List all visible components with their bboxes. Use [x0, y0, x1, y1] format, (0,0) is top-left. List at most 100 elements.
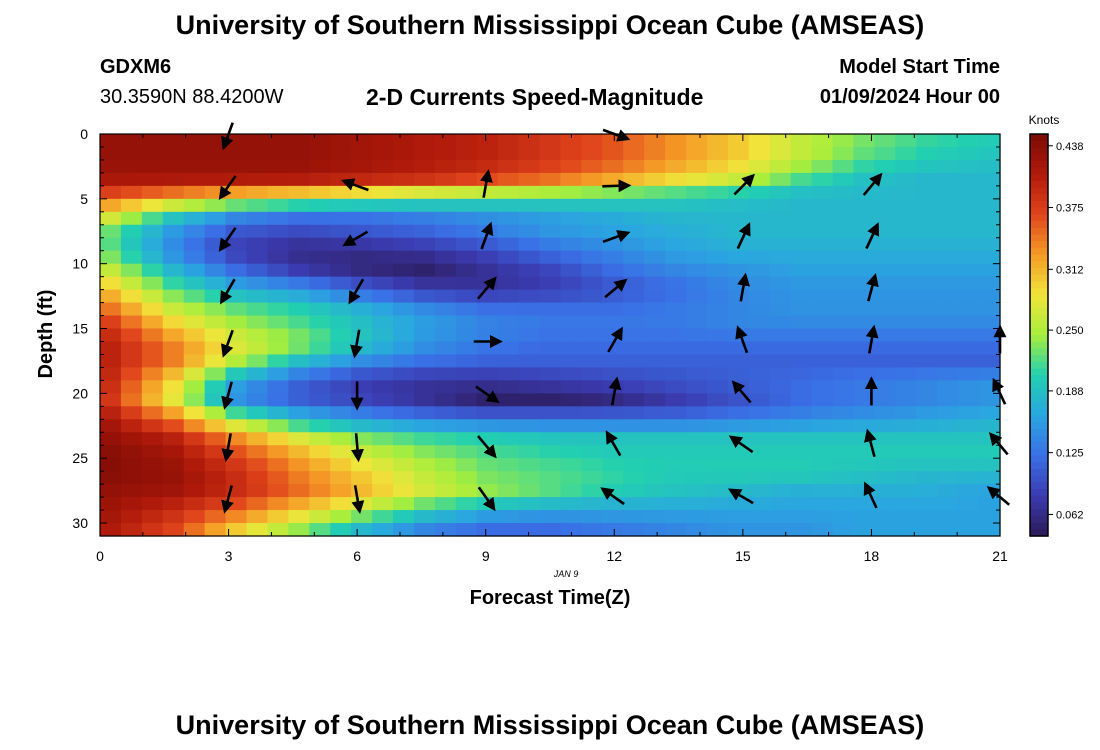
heatmap-cell [560, 354, 582, 369]
heatmap-cell [623, 276, 645, 291]
heatmap-cell [874, 146, 896, 161]
heatmap-cell [183, 302, 206, 317]
heatmap-cell [811, 445, 834, 459]
heatmap-cell [686, 328, 708, 343]
heatmap-cell [560, 380, 582, 394]
heatmap-cell [623, 393, 645, 407]
colorbar-segment [1030, 368, 1048, 376]
heatmap-cell [916, 302, 938, 317]
heatmap-cell [100, 432, 122, 446]
heatmap-cell [832, 276, 855, 291]
heatmap-cell [393, 367, 415, 381]
heatmap-cell [665, 198, 687, 213]
colorbar-segment [1030, 328, 1048, 336]
heatmap-cell [455, 250, 478, 265]
heatmap-cell [372, 224, 394, 239]
heatmap-cell [393, 497, 415, 511]
heatmap-cell [686, 315, 708, 330]
heatmap-cell [832, 185, 855, 200]
heatmap-cell [895, 328, 917, 343]
heatmap-cell [979, 224, 1001, 239]
colorbar-segment [1030, 408, 1048, 416]
heatmap-cell [874, 224, 896, 239]
heatmap-cell [979, 458, 1001, 472]
heatmap-cell [141, 393, 164, 407]
heatmap-cell [958, 289, 980, 304]
y-tick-label: 25 [72, 450, 88, 466]
heatmap-cell [937, 354, 959, 369]
heatmap-cell [958, 367, 980, 381]
heatmap-cell [937, 198, 959, 213]
heatmap-cell [895, 224, 917, 239]
heatmap-cell [141, 302, 164, 317]
heatmap-cell [141, 146, 164, 161]
heatmap-cell [602, 302, 624, 317]
heatmap-cell [665, 497, 687, 511]
heatmap-cell [665, 484, 687, 498]
colorbar-tick-label: 0.312 [1056, 264, 1084, 276]
heatmap-cell [686, 471, 708, 485]
heatmap-cell [769, 276, 792, 291]
heatmap-cell [372, 134, 394, 148]
heatmap-cell [581, 497, 603, 511]
heatmap-cell [518, 289, 541, 304]
heatmap-cell [225, 146, 248, 161]
heatmap-cell [644, 211, 666, 226]
heatmap-cell [518, 471, 541, 485]
heatmap-cell [853, 134, 876, 148]
heatmap-cell [560, 198, 582, 213]
heatmap-cell [413, 354, 436, 369]
heatmap-cell [811, 458, 834, 472]
heatmap-cell [874, 367, 896, 381]
heatmap-cell [581, 432, 603, 446]
heatmap-cell [602, 367, 624, 381]
heatmap-cell [476, 341, 499, 356]
heatmap-cell [706, 328, 729, 343]
heatmap-cell [162, 471, 185, 485]
current-vector-arrow [605, 430, 622, 457]
heatmap-cell [644, 354, 666, 369]
heatmap-cell [204, 146, 227, 161]
heatmap-cell [748, 134, 771, 148]
heatmap-cell [539, 146, 562, 161]
heatmap-cell [330, 497, 352, 511]
heatmap-cell [937, 263, 959, 278]
heatmap-cell [644, 315, 666, 330]
heatmap-cell [832, 198, 855, 213]
heatmap-cell [100, 328, 122, 343]
colorbar-segment [1030, 268, 1048, 276]
heatmap-cell [790, 497, 813, 511]
heatmap-cell [644, 276, 666, 291]
heatmap-cell [916, 159, 938, 174]
heatmap-cell [120, 134, 143, 148]
chart-axes: 0 3 6 9 12 15 18 21 0 5 10 15 20 25 30 [72, 126, 1008, 564]
heatmap-cell [413, 172, 436, 187]
heatmap-cell [811, 185, 834, 200]
heatmap-cell [225, 406, 248, 420]
heatmap-cell [895, 341, 917, 356]
heatmap-cell [727, 276, 750, 291]
heatmap-cell [748, 471, 771, 485]
heatmap-cell [706, 458, 729, 472]
heatmap-cell [183, 211, 206, 226]
heatmap-cell [644, 367, 666, 381]
heatmap-cell [351, 315, 373, 330]
heatmap-cell [455, 328, 478, 343]
heatmap-cell [225, 367, 248, 381]
x-tick-label: 6 [353, 548, 361, 564]
heatmap-cell [309, 497, 331, 511]
heatmap-cell [225, 419, 248, 433]
heatmap-cell [267, 328, 289, 343]
heatmap-cell [141, 445, 164, 459]
heatmap-cell [874, 302, 896, 317]
heatmap-cell [455, 406, 478, 420]
current-vector-arrow [731, 380, 752, 404]
heatmap-cell [162, 263, 185, 278]
heatmap-cell [100, 393, 122, 407]
heatmap-cell [748, 146, 771, 161]
heatmap-cell [372, 276, 394, 291]
heatmap-cell [393, 237, 415, 252]
heatmap-cell [497, 380, 520, 394]
heatmap-cell [811, 510, 834, 524]
heatmap-cell [644, 172, 666, 187]
